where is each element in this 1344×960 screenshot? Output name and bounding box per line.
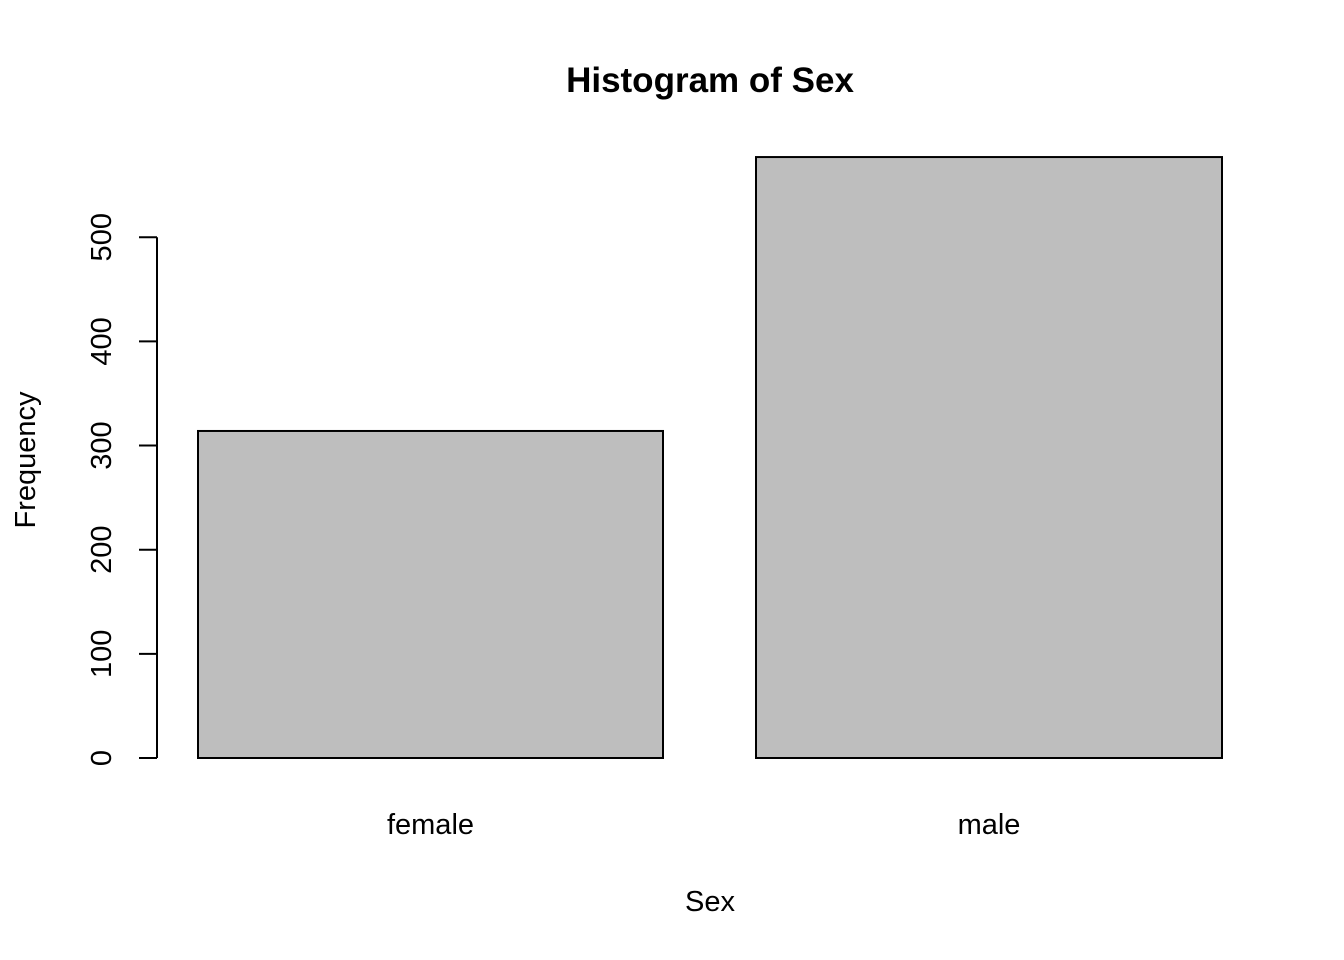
bar-female — [197, 429, 664, 759]
y-tick-label: 100 — [86, 630, 118, 678]
y-tick-label: 500 — [86, 213, 118, 261]
x-tick-labels: female male — [387, 809, 1020, 841]
y-axis: 0 100 200 300 400 500 — [86, 213, 158, 766]
bars-group — [197, 156, 1223, 759]
y-tick-label: 0 — [86, 750, 118, 766]
y-axis-label: Frequency — [10, 391, 42, 529]
x-tick-label-male: male — [958, 809, 1021, 841]
bar-male — [755, 156, 1223, 759]
y-tick-label: 300 — [86, 421, 118, 469]
chart-title: Histogram of Sex — [566, 61, 854, 100]
y-tick-label: 400 — [86, 317, 118, 365]
x-axis-label: Sex — [685, 886, 735, 918]
x-tick-label-female: female — [387, 809, 474, 841]
y-tick-label: 200 — [86, 526, 118, 574]
